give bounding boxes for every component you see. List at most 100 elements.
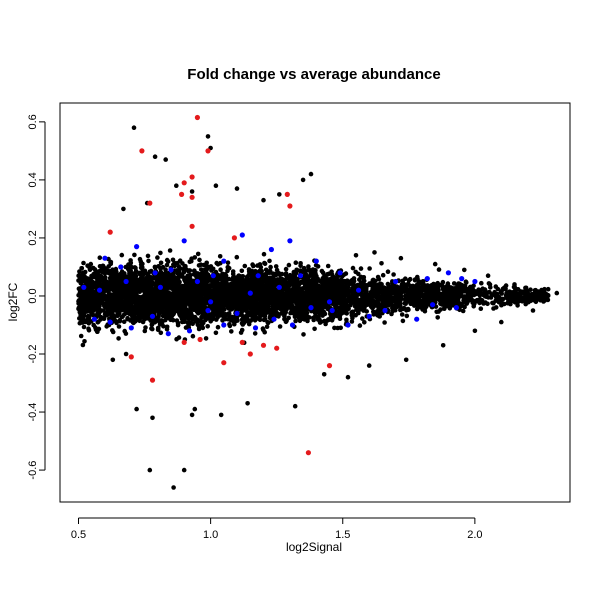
data-point: [471, 283, 476, 289]
data-point: [205, 324, 210, 329]
data-point: [82, 309, 87, 315]
data-point: [263, 267, 269, 273]
data-point: [296, 315, 301, 320]
data-point: [97, 255, 103, 260]
data-point: [244, 277, 249, 283]
data-point: [310, 267, 316, 272]
data-point: [218, 267, 223, 273]
data-point: [386, 289, 391, 295]
data-point: [341, 297, 347, 303]
data-point: [295, 303, 300, 308]
data-point: [110, 276, 116, 281]
data-point: [250, 287, 256, 292]
data-point: [312, 326, 317, 332]
data-point: [442, 306, 447, 312]
data-point: [79, 266, 84, 271]
data-point: [261, 251, 267, 257]
data-point: [325, 263, 331, 269]
data-point: [438, 307, 443, 312]
data-point: [82, 318, 87, 324]
data-point: [271, 301, 277, 307]
data-point: [362, 320, 367, 325]
data-point: [226, 306, 232, 311]
data-point: [286, 262, 292, 268]
data-point: [306, 264, 311, 269]
data-point: [545, 286, 551, 292]
data-point: [379, 261, 384, 266]
data-point: [391, 272, 396, 277]
data-point: [188, 276, 193, 282]
data-point: [231, 274, 236, 280]
data-point: [488, 295, 494, 300]
data-point: [196, 272, 202, 277]
data-point: [130, 320, 136, 325]
data-point: [455, 283, 460, 289]
data-point: [146, 258, 151, 264]
data-point: [89, 290, 94, 295]
data-point: [257, 317, 263, 323]
data-point: [164, 262, 170, 268]
data-point: [463, 279, 469, 285]
data-point: [476, 287, 482, 293]
data-point: [370, 294, 376, 299]
data-point: [176, 335, 182, 340]
data-point: [317, 317, 322, 323]
data-point: [180, 274, 185, 279]
data-point: [158, 265, 163, 271]
data-point: [376, 294, 381, 300]
data-point: [453, 298, 459, 303]
data-point: [77, 320, 83, 326]
data-point: [239, 311, 244, 317]
data-point: [123, 331, 129, 336]
data-point: [515, 303, 520, 308]
data-point: [264, 324, 270, 330]
data-point: [159, 319, 165, 324]
data-point: [207, 304, 212, 309]
data-point: [137, 294, 142, 300]
data-point: [249, 310, 254, 315]
data-point: [277, 324, 283, 329]
data-point: [238, 286, 243, 291]
data-point: [224, 298, 229, 304]
data-point: [292, 273, 297, 278]
data-point: [208, 265, 213, 270]
data-point: [170, 273, 176, 278]
data-point: [198, 293, 204, 298]
data-point: [172, 263, 177, 269]
data-point: [133, 286, 139, 292]
data-point: [287, 272, 293, 278]
data-point: [105, 308, 110, 314]
data-point: [94, 269, 100, 275]
data-point: [363, 285, 368, 291]
data-point: [225, 265, 231, 270]
data-point: [95, 278, 100, 283]
data-point: [189, 258, 194, 264]
data-point: [353, 312, 359, 318]
data-point: [155, 274, 160, 280]
data-point: [400, 306, 405, 312]
data-point: [164, 324, 170, 330]
data-point: [103, 296, 109, 301]
data-point: [163, 267, 168, 273]
data-point: [358, 266, 364, 271]
data-point: [435, 291, 440, 297]
data-point: [152, 289, 157, 295]
data-point: [367, 266, 372, 271]
data-point: [138, 280, 143, 285]
data-point: [173, 282, 179, 287]
data-point: [360, 316, 365, 321]
data-point: [271, 305, 277, 311]
data-point: [210, 306, 216, 312]
data-point: [142, 328, 148, 334]
data-point: [219, 295, 224, 301]
data-point: [395, 296, 401, 301]
data-point: [462, 304, 467, 310]
data-point: [125, 316, 130, 322]
data-point: [229, 329, 234, 334]
data-point: [202, 272, 207, 277]
data-point: [143, 279, 149, 284]
data-point: [95, 329, 100, 335]
data-point: [481, 300, 486, 306]
data-point: [120, 275, 126, 281]
data-point: [495, 286, 501, 292]
